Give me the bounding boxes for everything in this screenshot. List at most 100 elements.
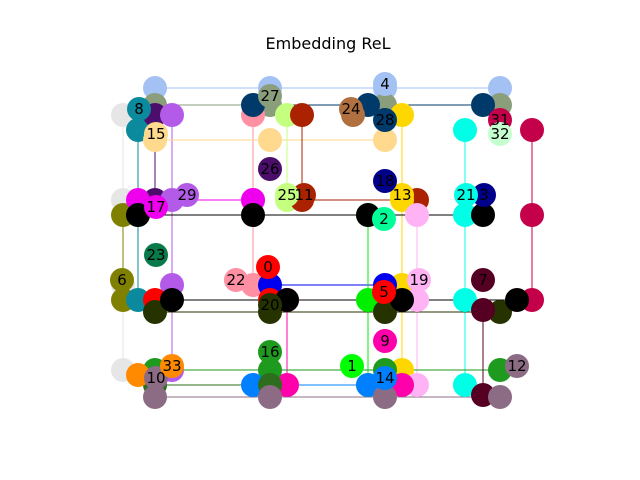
labeled-node-25 <box>275 183 299 207</box>
node-label-22: 22 <box>226 271 245 289</box>
labeled-node-13 <box>390 183 414 207</box>
labeled-node-12 <box>505 354 529 378</box>
labeled-node-18 <box>373 169 397 193</box>
node-label-6: 6 <box>117 271 127 289</box>
graph-node <box>453 373 477 397</box>
graph-node <box>488 385 512 409</box>
labeled-node-14 <box>373 366 397 390</box>
graph-node <box>143 300 167 324</box>
figure-title: Embedding ReL <box>266 34 391 53</box>
graph-node <box>488 76 512 100</box>
labeled-node-27 <box>258 84 282 108</box>
labeled-node-8 <box>127 97 151 121</box>
graph-node <box>505 288 529 312</box>
labeled-node-28 <box>373 108 397 132</box>
graph-node <box>453 118 477 142</box>
node-label-13: 13 <box>392 186 411 204</box>
graph-node <box>373 128 397 152</box>
graph-node <box>520 203 544 227</box>
node-label-1: 1 <box>347 357 357 375</box>
node-label-28: 28 <box>375 111 394 129</box>
labeled-node-9 <box>373 329 397 353</box>
graph-node <box>520 118 544 142</box>
node-label-8: 8 <box>134 100 144 118</box>
graph-node <box>373 300 397 324</box>
labeled-node-16 <box>258 340 282 364</box>
graph-node <box>160 288 184 312</box>
graph-node <box>275 373 299 397</box>
labeled-node-2 <box>372 207 396 231</box>
labeled-node-19 <box>407 268 431 292</box>
graph-node <box>258 385 282 409</box>
graph-node <box>471 93 495 117</box>
node-label-16: 16 <box>260 343 279 361</box>
labeled-node-23 <box>144 243 168 267</box>
graph-node <box>126 288 150 312</box>
graph-node <box>160 103 184 127</box>
graph-node <box>290 103 314 127</box>
node-label-33: 33 <box>162 357 181 375</box>
labeled-node-1 <box>340 354 364 378</box>
labeled-node-3 <box>472 183 496 207</box>
node-label-14: 14 <box>375 369 394 387</box>
labeled-node-29 <box>175 183 199 207</box>
graph-node <box>471 203 495 227</box>
node-label-25: 25 <box>277 186 296 204</box>
labeled-node-22 <box>224 268 248 292</box>
labeled-node-26 <box>258 157 282 181</box>
graph-node <box>126 363 150 387</box>
labeled-node-7 <box>471 268 495 292</box>
labeled-node-17 <box>144 195 168 219</box>
graph-node <box>405 203 429 227</box>
labeled-node-20 <box>258 293 282 317</box>
graph-node <box>241 203 265 227</box>
node-label-27: 27 <box>260 87 279 105</box>
node-label-18: 18 <box>375 172 394 190</box>
graph-node <box>471 298 495 322</box>
graph-node <box>373 385 397 409</box>
node-label-11: 11 <box>294 186 313 204</box>
node-label-23: 23 <box>146 246 165 264</box>
labeled-node-32 <box>488 122 512 146</box>
graph-node <box>143 385 167 409</box>
node-label-29: 29 <box>177 186 196 204</box>
node-label-12: 12 <box>507 357 526 375</box>
node-label-5: 5 <box>379 283 389 301</box>
labeled-node-15 <box>144 122 168 146</box>
labeled-node-5 <box>372 280 396 304</box>
node-label-9: 9 <box>380 332 390 350</box>
graph-node <box>453 288 477 312</box>
node-label-15: 15 <box>146 125 165 143</box>
node-label-2: 2 <box>379 210 389 228</box>
labeled-node-4 <box>373 72 397 96</box>
labeled-node-11 <box>292 183 316 207</box>
node-label-0: 0 <box>263 258 273 276</box>
node-label-4: 4 <box>380 75 390 93</box>
node-label-32: 32 <box>490 125 509 143</box>
graph-node <box>390 288 414 312</box>
labeled-node-21 <box>454 183 478 207</box>
graph-node <box>453 203 477 227</box>
node-label-3: 3 <box>479 186 489 204</box>
graph-node <box>126 203 150 227</box>
node-label-21: 21 <box>456 186 475 204</box>
labeled-node-6 <box>110 268 134 292</box>
graph-node <box>258 128 282 152</box>
node-label-7: 7 <box>478 271 488 289</box>
node-label-31: 31 <box>490 111 509 129</box>
labeled-node-33 <box>160 354 184 378</box>
node-label-24: 24 <box>341 100 360 118</box>
labeled-node-0 <box>256 255 280 279</box>
node-label-26: 26 <box>260 160 279 178</box>
labeled-node-24 <box>339 97 363 121</box>
node-label-10: 10 <box>146 369 165 387</box>
node-layer <box>110 72 544 409</box>
node-label-20: 20 <box>260 296 279 314</box>
graph-node <box>143 76 167 100</box>
graph-node <box>241 373 265 397</box>
node-label-19: 19 <box>409 271 428 289</box>
node-label-17: 17 <box>146 198 165 216</box>
